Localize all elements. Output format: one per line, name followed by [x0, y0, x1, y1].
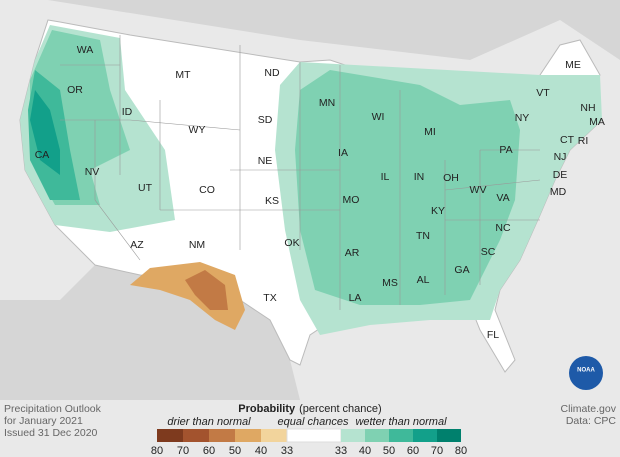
state-label: WV: [470, 184, 487, 196]
precip-region: [30, 90, 60, 175]
state-label: TX: [263, 292, 276, 304]
logo: [569, 356, 603, 390]
state-label: PA: [499, 144, 512, 156]
state-label: NE: [258, 155, 273, 167]
precip-region: [185, 270, 228, 310]
state-label: WY: [189, 124, 206, 136]
canada: [0, 0, 620, 60]
legend-title-main: Probability: [238, 403, 296, 415]
state-label: CO: [199, 184, 215, 196]
footer-text: for January 2021: [4, 415, 83, 427]
legend-tick: 50: [383, 445, 395, 457]
logo-text: NOAA: [577, 368, 595, 374]
state-label: KY: [431, 205, 445, 217]
legend-swatch: [389, 429, 413, 442]
state-label: TN: [416, 230, 430, 242]
state-label: AZ: [130, 239, 144, 251]
state-label: WA: [77, 44, 94, 56]
legend-swatch: [365, 429, 389, 442]
legend-caption: wetter than normal: [355, 416, 447, 428]
mexico: [0, 265, 300, 400]
footer-text: Data: CPC: [566, 415, 617, 427]
legend-tick: 50: [229, 445, 241, 457]
legend-swatch: [286, 428, 342, 443]
legend-swatch: [157, 429, 183, 442]
state-label: MI: [424, 126, 436, 138]
state-label: VT: [536, 87, 550, 99]
legend-swatch: [235, 429, 261, 442]
state-label: MS: [382, 277, 398, 289]
precip-region: [295, 70, 520, 305]
legend-swatch: [341, 429, 365, 442]
state-label: AL: [417, 274, 430, 286]
legend-caption: equal chances: [278, 416, 349, 428]
legend-swatch: [413, 429, 437, 442]
state-label: CT: [560, 134, 575, 146]
state-label: FL: [487, 329, 499, 341]
state-label: OK: [284, 237, 299, 249]
footer-text: Issued 31 Dec 2020: [4, 427, 98, 439]
state-label: RI: [578, 135, 589, 147]
state-label: IL: [381, 171, 390, 183]
state-label: NM: [189, 239, 205, 251]
legend-subtitle: (percent chance): [299, 403, 382, 415]
legend-tick: 60: [407, 445, 419, 457]
legend-tick: 33: [281, 445, 293, 457]
legend-swatch: [209, 429, 235, 442]
state-label: WI: [372, 111, 385, 123]
state-label: UT: [138, 182, 153, 194]
footer-text: Climate.gov: [561, 403, 617, 415]
legend-swatch: [261, 429, 287, 442]
state-label: VA: [496, 192, 509, 204]
legend-tick: 70: [431, 445, 443, 457]
state-label: DE: [553, 169, 568, 181]
state-label: MO: [343, 194, 360, 206]
state-label: MT: [175, 69, 191, 81]
legend-tick: 80: [151, 445, 163, 457]
state-label: OR: [67, 84, 83, 96]
state-label: NJ: [554, 151, 567, 163]
state-label: NH: [580, 102, 595, 114]
state-label: NV: [85, 166, 100, 178]
state-label: IN: [414, 171, 425, 183]
state-label: MD: [550, 186, 567, 198]
state-label: ME: [565, 59, 581, 71]
state-label: NY: [515, 112, 530, 124]
legend-swatch: [183, 429, 209, 442]
state-label: LA: [349, 292, 362, 304]
legend-tick: 60: [203, 445, 215, 457]
footer-text: Precipitation Outlook: [4, 403, 102, 415]
state-label: IA: [338, 147, 348, 159]
state-label: ND: [264, 67, 280, 79]
state-label: ID: [122, 106, 133, 118]
state-label: NC: [495, 222, 511, 234]
state-label: MA: [589, 116, 605, 128]
legend-tick: 40: [255, 445, 267, 457]
state-label: SC: [481, 246, 496, 258]
state-borders: [60, 35, 541, 310]
legend-caption: drier than normal: [167, 416, 251, 428]
legend-tick: 33: [335, 445, 347, 457]
legend-tick: 80: [455, 445, 467, 457]
legend-swatch: [437, 429, 461, 442]
state-label: GA: [454, 264, 469, 276]
state-label: KS: [265, 195, 279, 207]
legend-tick: 70: [177, 445, 189, 457]
state-label: SD: [258, 114, 273, 126]
legend-title: Probability (percent chance): [238, 403, 381, 415]
legend-tick: 40: [359, 445, 371, 457]
state-label: CA: [35, 149, 50, 161]
state-label: AR: [345, 247, 360, 259]
state-label: OH: [443, 172, 459, 184]
state-label: MN: [319, 97, 335, 109]
